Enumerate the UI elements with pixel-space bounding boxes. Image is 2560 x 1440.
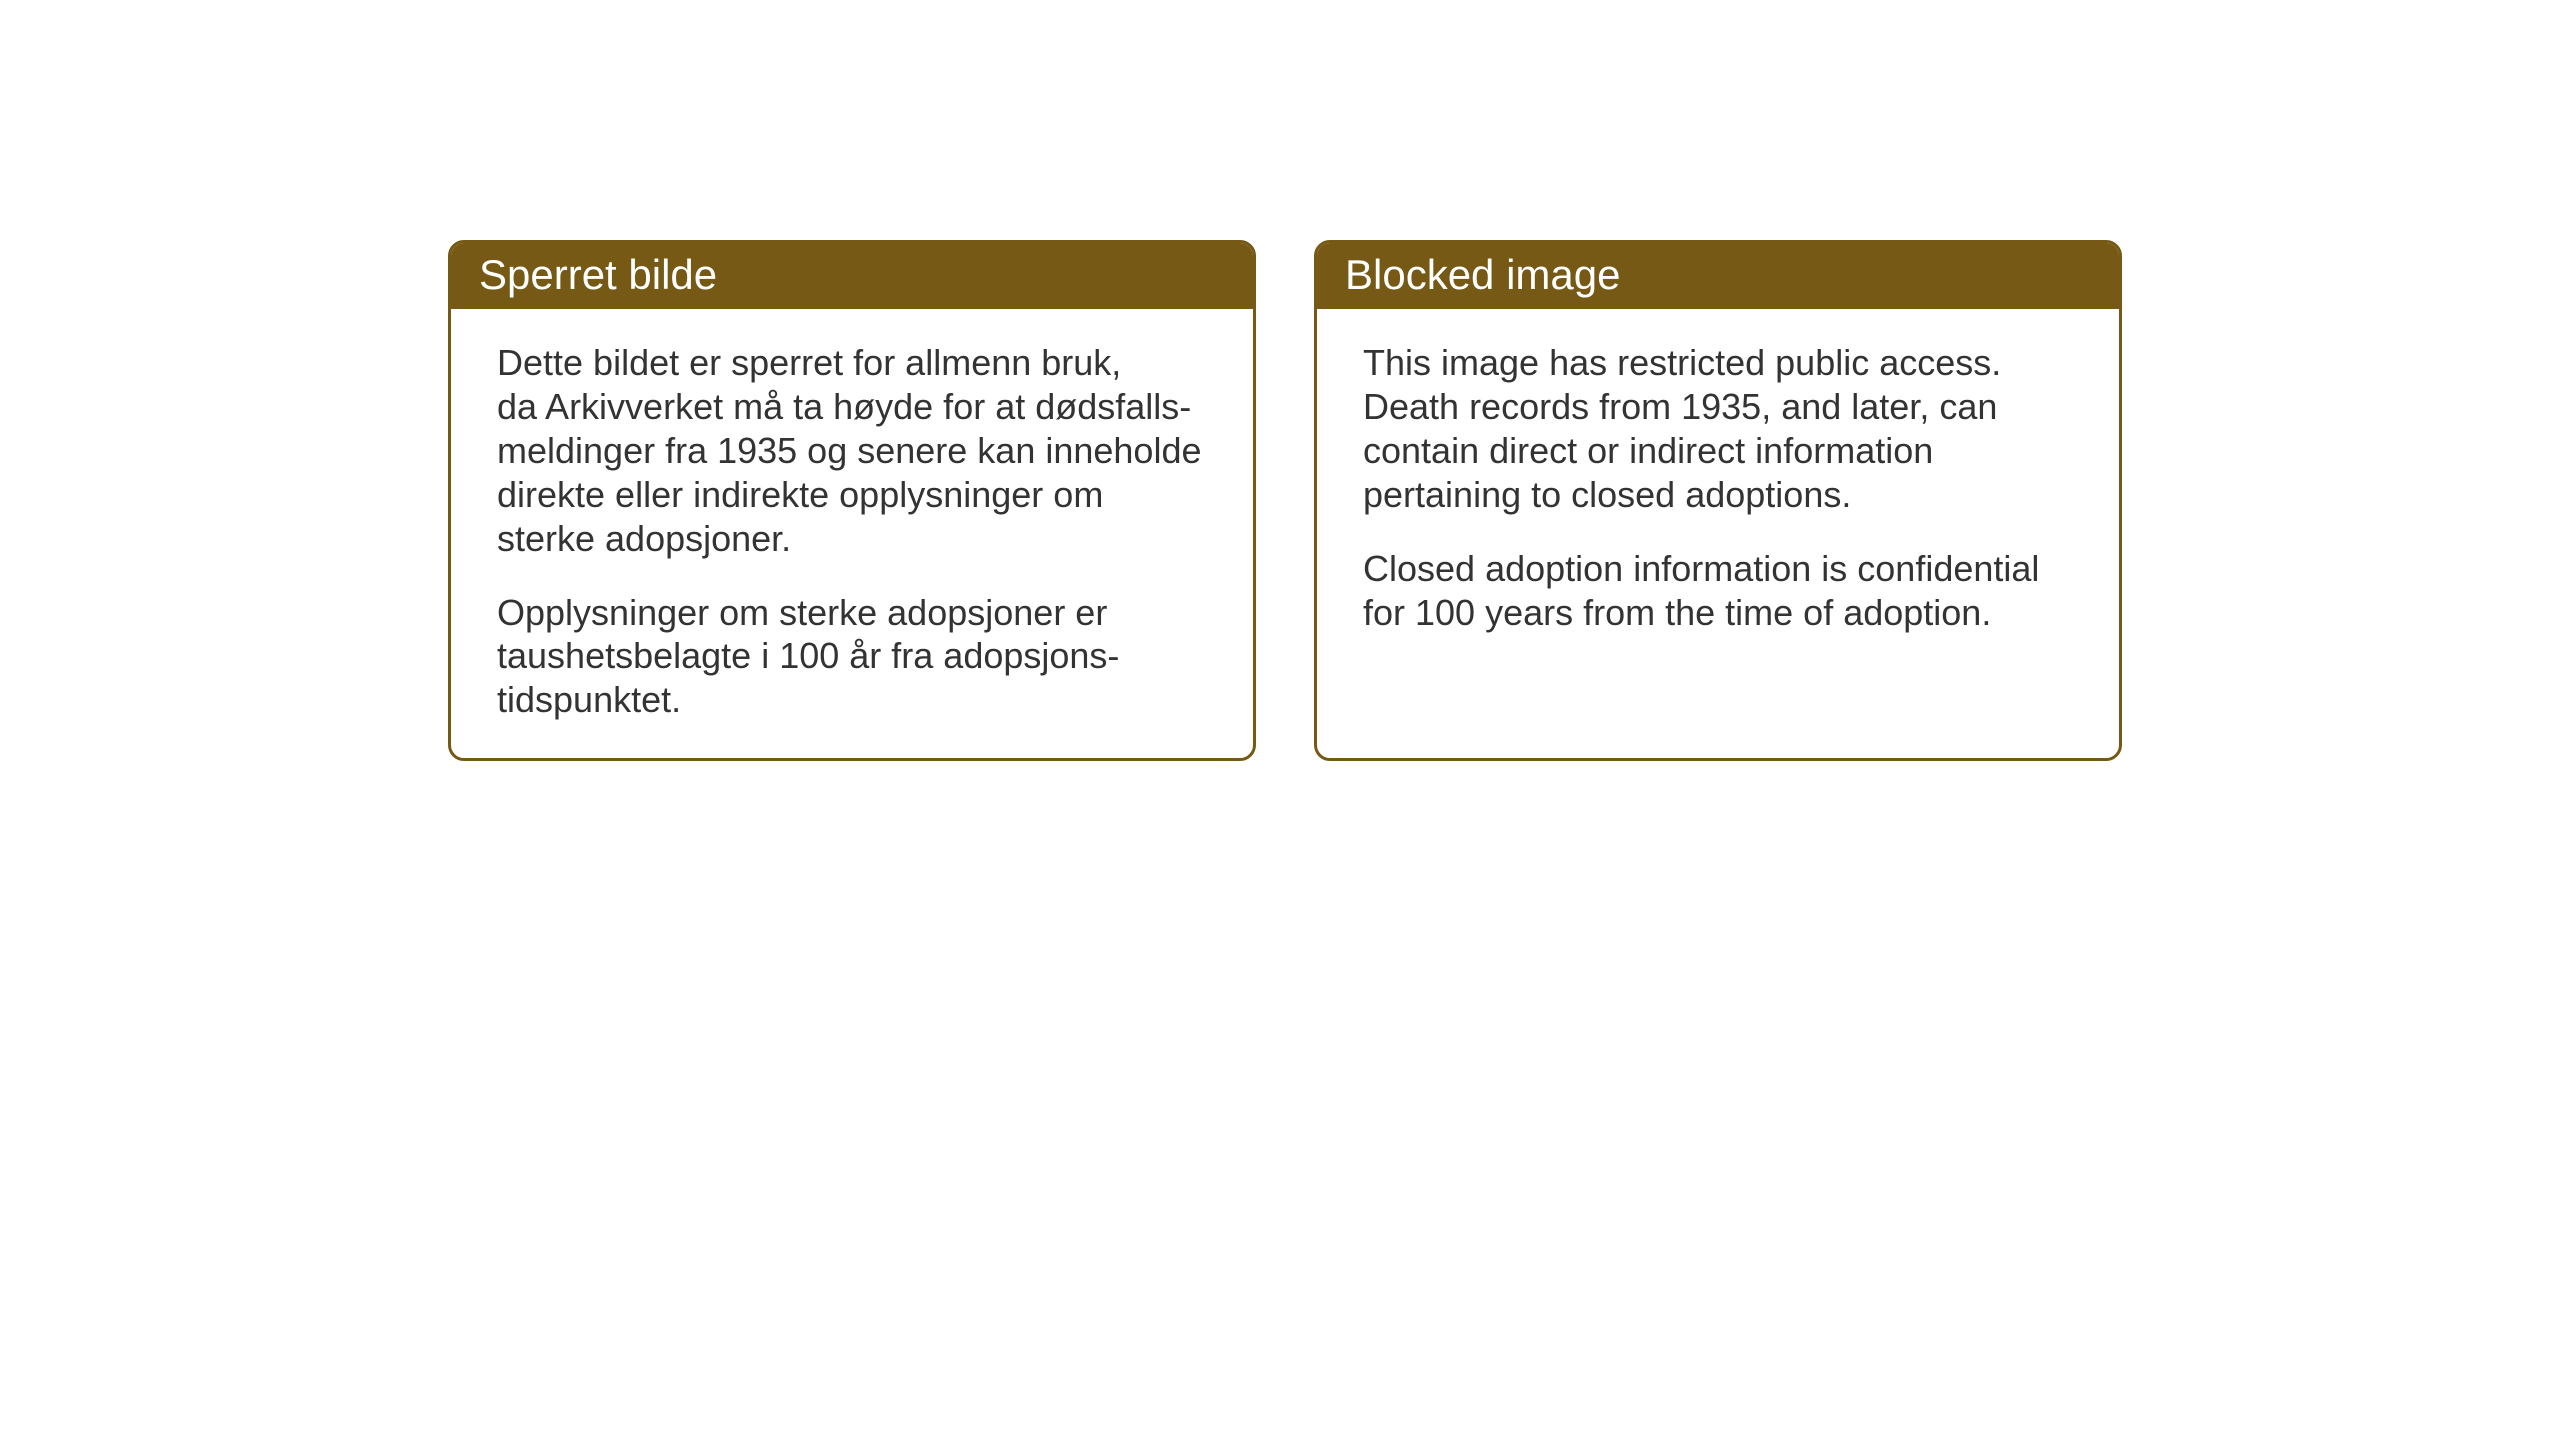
cards-container: Sperret bilde Dette bildet er sperret fo… bbox=[448, 240, 2122, 761]
card-paragraph-1: Dette bildet er sperret for allmenn bruk… bbox=[497, 341, 1207, 561]
card-header-english: Blocked image bbox=[1317, 243, 2119, 309]
card-title: Sperret bilde bbox=[479, 251, 717, 298]
card-body-english: This image has restricted public access.… bbox=[1317, 309, 2119, 670]
card-paragraph-2: Opplysninger om sterke adopsjoner er tau… bbox=[497, 591, 1207, 723]
card-body-norwegian: Dette bildet er sperret for allmenn bruk… bbox=[451, 309, 1253, 758]
card-paragraph-2: Closed adoption information is confident… bbox=[1363, 547, 2073, 635]
card-title: Blocked image bbox=[1345, 251, 1620, 298]
card-header-norwegian: Sperret bilde bbox=[451, 243, 1253, 309]
card-norwegian: Sperret bilde Dette bildet er sperret fo… bbox=[448, 240, 1256, 761]
card-paragraph-1: This image has restricted public access.… bbox=[1363, 341, 2073, 517]
card-english: Blocked image This image has restricted … bbox=[1314, 240, 2122, 761]
